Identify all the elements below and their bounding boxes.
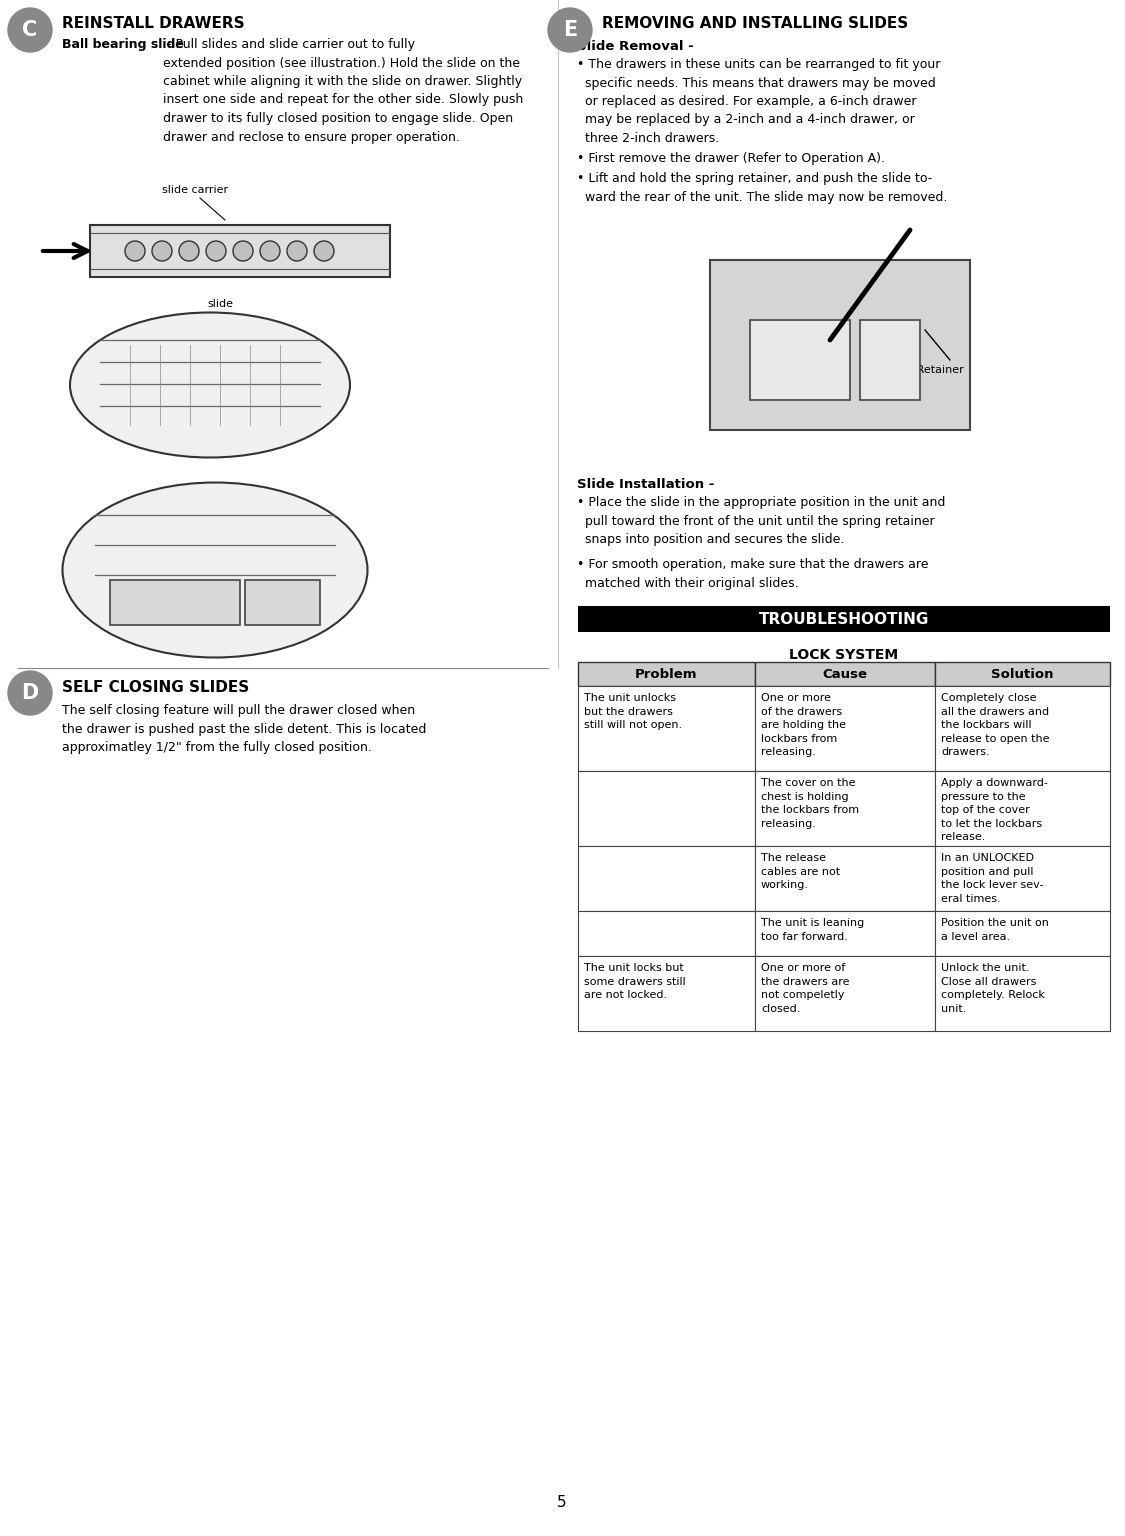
FancyBboxPatch shape [860, 319, 920, 399]
Text: REINSTALL DRAWERS: REINSTALL DRAWERS [62, 15, 244, 31]
FancyBboxPatch shape [750, 319, 850, 399]
FancyBboxPatch shape [710, 260, 970, 430]
Text: The unit locks but
some drawers still
are not locked.: The unit locks but some drawers still ar… [584, 963, 686, 1000]
Circle shape [548, 8, 592, 52]
Text: The release
cables are not
working.: The release cables are not working. [760, 852, 840, 891]
Text: The unit is leaning
too far forward.: The unit is leaning too far forward. [760, 919, 864, 942]
Text: Ball bearing slide: Ball bearing slide [62, 38, 183, 51]
FancyBboxPatch shape [755, 771, 935, 846]
Text: Slide Removal -: Slide Removal - [577, 40, 694, 54]
Circle shape [206, 241, 226, 261]
FancyBboxPatch shape [578, 687, 755, 771]
Text: One or more
of the drawers
are holding the
lockbars from
releasing.: One or more of the drawers are holding t… [760, 693, 846, 757]
Text: C: C [22, 20, 37, 40]
Circle shape [287, 241, 307, 261]
Text: • The drawers in these units can be rearranged to fit your
  specific needs. Thi: • The drawers in these units can be rear… [577, 58, 940, 144]
Circle shape [314, 241, 334, 261]
FancyBboxPatch shape [755, 687, 935, 771]
FancyBboxPatch shape [110, 581, 240, 625]
FancyBboxPatch shape [755, 662, 935, 687]
Text: TROUBLESHOOTING: TROUBLESHOOTING [758, 611, 929, 627]
Text: Position the unit on
a level area.: Position the unit on a level area. [940, 919, 1048, 942]
Text: slide: slide [207, 300, 233, 309]
Text: Spring Retainer: Spring Retainer [876, 366, 963, 375]
Text: • Lift and hold the spring retainer, and push the slide to-
  ward the rear of t: • Lift and hold the spring retainer, and… [577, 172, 947, 203]
FancyBboxPatch shape [245, 581, 320, 625]
Ellipse shape [70, 312, 350, 458]
Text: Cause: Cause [822, 668, 867, 680]
FancyBboxPatch shape [935, 911, 1110, 955]
Circle shape [179, 241, 199, 261]
Circle shape [152, 241, 172, 261]
FancyBboxPatch shape [755, 911, 935, 955]
FancyBboxPatch shape [578, 955, 755, 1031]
Text: One or more of
the drawers are
not compeletly
closed.: One or more of the drawers are not compe… [760, 963, 849, 1014]
Text: The self closing feature will pull the drawer closed when
the drawer is pushed p: The self closing feature will pull the d… [62, 703, 426, 754]
Circle shape [8, 8, 52, 52]
Text: LOCK SYSTEM: LOCK SYSTEM [790, 648, 899, 662]
FancyBboxPatch shape [578, 662, 755, 687]
Text: Problem: Problem [636, 668, 698, 680]
FancyBboxPatch shape [578, 846, 755, 911]
FancyBboxPatch shape [90, 224, 390, 276]
Text: In an UNLOCKED
position and pull
the lock lever sev-
eral times.: In an UNLOCKED position and pull the loc… [940, 852, 1044, 903]
Text: • For smooth operation, make sure that the drawers are
  matched with their orig: • For smooth operation, make sure that t… [577, 558, 928, 590]
Circle shape [125, 241, 145, 261]
Text: SELF CLOSING SLIDES: SELF CLOSING SLIDES [62, 680, 250, 694]
Circle shape [233, 241, 253, 261]
Text: Apply a downward-
pressure to the
top of the cover
to let the lockbars
release.: Apply a downward- pressure to the top of… [940, 779, 1047, 842]
Text: - Pull slides and slide carrier out to fully
extended position (see illustration: - Pull slides and slide carrier out to f… [163, 38, 523, 143]
Text: E: E [562, 20, 577, 40]
Text: slide carrier: slide carrier [162, 184, 228, 195]
Text: 5: 5 [557, 1495, 567, 1510]
Text: • Place the slide in the appropriate position in the unit and
  pull toward the : • Place the slide in the appropriate pos… [577, 496, 945, 545]
Circle shape [260, 241, 280, 261]
FancyBboxPatch shape [578, 911, 755, 955]
Text: Completely close
all the drawers and
the lockbars will
release to open the
drawe: Completely close all the drawers and the… [940, 693, 1050, 757]
Text: REMOVING AND INSTALLING SLIDES: REMOVING AND INSTALLING SLIDES [602, 15, 908, 31]
Ellipse shape [63, 482, 368, 657]
Text: D: D [21, 684, 38, 703]
FancyBboxPatch shape [935, 687, 1110, 771]
Text: Unlock the unit.
Close all drawers
completely. Relock
unit.: Unlock the unit. Close all drawers compl… [940, 963, 1045, 1014]
Text: • First remove the drawer (Refer to Operation A).: • First remove the drawer (Refer to Oper… [577, 152, 885, 164]
Text: Slide Installation -: Slide Installation - [577, 478, 714, 492]
FancyBboxPatch shape [935, 955, 1110, 1031]
Text: The cover on the
chest is holding
the lockbars from
releasing.: The cover on the chest is holding the lo… [760, 779, 860, 829]
FancyBboxPatch shape [755, 846, 935, 911]
Circle shape [8, 671, 52, 714]
FancyBboxPatch shape [935, 662, 1110, 687]
FancyBboxPatch shape [935, 771, 1110, 846]
FancyBboxPatch shape [755, 955, 935, 1031]
Text: The unit unlocks
but the drawers
still will not open.: The unit unlocks but the drawers still w… [584, 693, 682, 730]
FancyBboxPatch shape [578, 771, 755, 846]
Text: Solution: Solution [991, 668, 1054, 680]
FancyBboxPatch shape [935, 846, 1110, 911]
FancyBboxPatch shape [578, 607, 1110, 631]
